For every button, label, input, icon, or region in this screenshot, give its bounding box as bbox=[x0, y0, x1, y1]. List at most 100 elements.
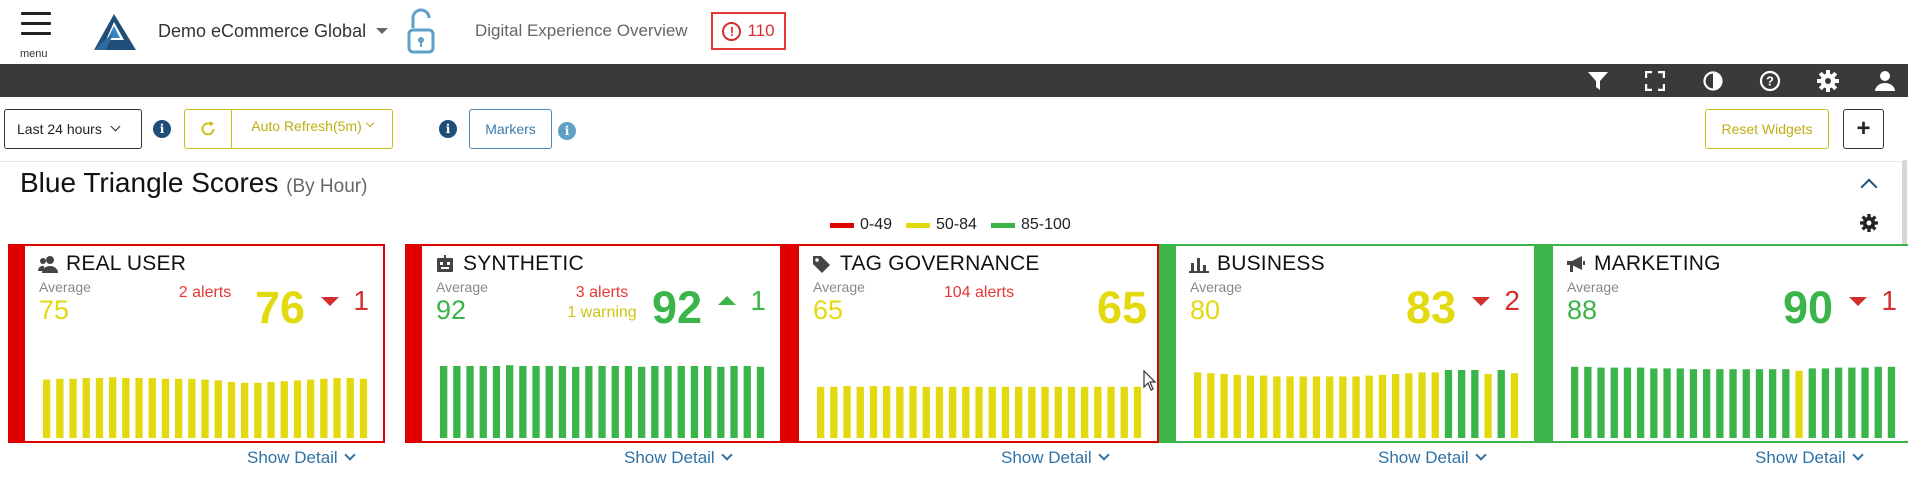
hour-bar[interactable] bbox=[1299, 376, 1307, 438]
hour-bar[interactable] bbox=[717, 366, 725, 438]
hour-bar[interactable] bbox=[1716, 369, 1724, 438]
hour-bar[interactable] bbox=[1663, 368, 1671, 438]
hour-bar[interactable] bbox=[532, 366, 540, 438]
hour-bar[interactable] bbox=[1676, 368, 1684, 438]
hour-bar[interactable] bbox=[161, 378, 170, 438]
hour-bar[interactable] bbox=[453, 366, 461, 438]
hour-bar[interactable] bbox=[1326, 376, 1334, 438]
hour-bar[interactable] bbox=[1887, 366, 1896, 438]
alert-count-badge[interactable]: ! 110 bbox=[711, 12, 786, 50]
hour-bar[interactable] bbox=[56, 378, 64, 438]
widget-settings-gear-icon[interactable] bbox=[1860, 214, 1878, 237]
hour-bar[interactable] bbox=[1689, 369, 1698, 438]
hour-bar[interactable] bbox=[1067, 386, 1076, 438]
hour-bar[interactable] bbox=[1444, 370, 1453, 438]
hour-bar[interactable] bbox=[82, 378, 90, 438]
hour-bar[interactable] bbox=[1286, 376, 1294, 438]
hour-bar[interactable] bbox=[1497, 370, 1505, 438]
refresh-button[interactable] bbox=[185, 110, 232, 148]
hour-bar[interactable] bbox=[506, 365, 514, 438]
hour-bar[interactable] bbox=[572, 366, 580, 438]
hour-bar[interactable] bbox=[43, 379, 51, 438]
hour-bar[interactable] bbox=[1729, 369, 1737, 438]
blue-triangle-logo[interactable] bbox=[92, 12, 140, 57]
hour-bar[interactable] bbox=[95, 378, 104, 438]
hour-bar[interactable] bbox=[743, 366, 751, 438]
hour-bar[interactable] bbox=[1392, 374, 1400, 438]
hour-bar[interactable] bbox=[1233, 374, 1241, 438]
contrast-icon[interactable] bbox=[1700, 68, 1726, 94]
hour-bar[interactable] bbox=[949, 386, 957, 438]
hour-bar[interactable] bbox=[935, 386, 944, 438]
hour-bar[interactable] bbox=[1365, 375, 1373, 438]
hour-bar[interactable] bbox=[1133, 386, 1142, 438]
hour-bar[interactable] bbox=[1584, 366, 1592, 438]
hour-bar[interactable] bbox=[479, 366, 487, 438]
hour-bar[interactable] bbox=[1054, 386, 1062, 438]
hour-bar[interactable] bbox=[1861, 367, 1869, 438]
hour-bar[interactable] bbox=[988, 386, 996, 438]
filter-icon[interactable] bbox=[1585, 68, 1611, 94]
score-card-business[interactable]: BUSINESS Average 80 83 2 bbox=[1159, 244, 1536, 443]
hour-bar[interactable] bbox=[756, 366, 765, 438]
hour-bar[interactable] bbox=[109, 377, 117, 438]
hour-bar[interactable] bbox=[1703, 369, 1711, 438]
user-profile-icon[interactable] bbox=[1872, 68, 1898, 94]
hour-bar[interactable] bbox=[1405, 373, 1413, 438]
hour-bar[interactable] bbox=[492, 366, 501, 438]
hour-bar[interactable] bbox=[1312, 376, 1321, 438]
hour-bar[interactable] bbox=[1431, 372, 1439, 438]
hour-bar[interactable] bbox=[1273, 376, 1281, 438]
hour-bar[interactable] bbox=[1081, 386, 1089, 438]
hour-bar[interactable] bbox=[1001, 386, 1010, 438]
hour-bar[interactable] bbox=[1194, 372, 1202, 438]
hour-bar[interactable] bbox=[843, 386, 851, 438]
hour-bar[interactable] bbox=[1471, 370, 1479, 438]
hour-bar[interactable] bbox=[135, 378, 143, 438]
hour-bar[interactable] bbox=[1835, 367, 1843, 438]
show-detail-link-real-user[interactable]: Show Detail bbox=[247, 448, 356, 468]
hour-bar[interactable] bbox=[1028, 386, 1036, 438]
hour-bar[interactable] bbox=[1571, 366, 1579, 438]
score-card-tag-governance[interactable]: TAG GOVERNANCE Average 65 104 alerts 65 bbox=[782, 244, 1159, 443]
hour-bar[interactable] bbox=[293, 380, 302, 438]
hour-bar[interactable] bbox=[909, 386, 917, 438]
hour-bar[interactable] bbox=[856, 386, 864, 438]
hour-bar[interactable] bbox=[1107, 386, 1115, 438]
hour-bar[interactable] bbox=[227, 382, 236, 438]
hour-bar[interactable] bbox=[214, 380, 222, 438]
hour-bar[interactable] bbox=[598, 366, 606, 438]
hour-bar[interactable] bbox=[333, 378, 341, 438]
hour-bar[interactable] bbox=[651, 366, 659, 438]
score-card-marketing[interactable]: MARKETING Average 88 90 1 bbox=[1536, 244, 1908, 443]
hour-bar[interactable] bbox=[122, 378, 130, 438]
hour-bar[interactable] bbox=[1094, 386, 1102, 438]
hour-bar[interactable] bbox=[585, 366, 593, 438]
hour-bar[interactable] bbox=[188, 378, 196, 438]
hour-bar[interactable] bbox=[1795, 370, 1803, 438]
hour-bar[interactable] bbox=[883, 386, 891, 438]
hour-bar[interactable] bbox=[1848, 367, 1856, 438]
show-detail-link-business[interactable]: Show Detail bbox=[1378, 448, 1487, 468]
org-dropdown-caret-icon[interactable] bbox=[376, 28, 388, 34]
hour-bar[interactable] bbox=[69, 378, 77, 438]
hour-bar[interactable] bbox=[440, 366, 448, 438]
hour-bar[interactable] bbox=[1610, 367, 1618, 438]
time-range-info-icon[interactable]: i bbox=[153, 120, 171, 138]
menu-button[interactable]: menu bbox=[18, 12, 54, 60]
unlock-icon[interactable] bbox=[405, 8, 437, 61]
hour-bar[interactable] bbox=[1637, 367, 1645, 438]
hour-bar[interactable] bbox=[346, 378, 354, 438]
hour-bar[interactable] bbox=[922, 386, 930, 438]
hour-bar[interactable] bbox=[1597, 367, 1605, 438]
hour-bar[interactable] bbox=[830, 386, 838, 438]
show-detail-link-tag-governance[interactable]: Show Detail bbox=[1001, 448, 1110, 468]
hour-bar[interactable] bbox=[1260, 375, 1268, 438]
hour-bar[interactable] bbox=[558, 366, 567, 438]
hour-bar[interactable] bbox=[1623, 367, 1632, 438]
hour-bar[interactable] bbox=[201, 379, 209, 438]
hour-bar[interactable] bbox=[704, 366, 712, 438]
hour-bar[interactable] bbox=[519, 366, 527, 438]
hour-bar[interactable] bbox=[1650, 368, 1658, 438]
hour-bar[interactable] bbox=[1339, 376, 1347, 438]
